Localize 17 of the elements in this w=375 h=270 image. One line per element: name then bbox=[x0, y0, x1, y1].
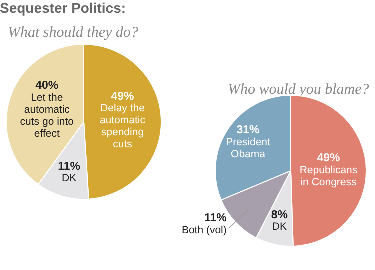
data-label: 40% bbox=[36, 80, 59, 92]
slice-label: Both (vol) bbox=[182, 224, 227, 236]
slice-label: Let the automatic cuts go into effect bbox=[20, 92, 74, 140]
slice-label: Delay the automatic spending cuts bbox=[100, 102, 146, 151]
slice-label: DK bbox=[62, 172, 77, 184]
chart-subtitle: Who would you blame? bbox=[228, 82, 370, 99]
slice-label: President Obama bbox=[226, 136, 271, 160]
slice-label: Republicans in Congress bbox=[300, 164, 358, 188]
slice-label: DK bbox=[272, 220, 287, 233]
data-label: 31% bbox=[236, 124, 260, 137]
chart-title: Sequester Politics: bbox=[0, 0, 126, 16]
data-label: 11% bbox=[204, 212, 227, 225]
data-label: 8% bbox=[271, 209, 288, 222]
chart-subtitle: What should they do? bbox=[8, 25, 138, 42]
data-label: 49% bbox=[111, 90, 134, 103]
data-label: 11% bbox=[58, 160, 80, 173]
data-label: 49% bbox=[317, 152, 340, 165]
